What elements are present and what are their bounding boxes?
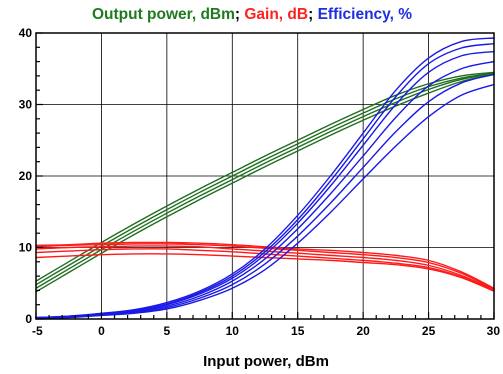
x-tick-label: 10 [226,324,240,338]
x-tick-label: 15 [291,324,305,338]
y-tick-label: 10 [19,241,33,255]
y-tick-label: 30 [19,98,33,112]
efficiency-series-line-11 [35,50,495,319]
x-tick-label: 5 [164,324,171,338]
x-tick-label: 30 [487,324,501,338]
output-series-line-2 [35,73,495,289]
efficiency-series-line-13 [35,73,495,319]
title-part-2: Gain, dB [244,6,308,23]
x-axis-label: Input power, dBm [203,353,329,370]
series-layer [35,37,495,319]
gain-series-line-4 [35,241,495,289]
ticks [35,32,495,320]
gain-series-line-8 [35,253,495,292]
title-part-4: Efficiency, % [318,6,413,23]
x-tick-label: 0 [98,324,105,338]
efficiency-series-line-14 [35,83,495,319]
efficiency-series-line-9 [35,37,495,319]
y-tick-label: 20 [19,169,33,183]
x-tick-label: -5 [32,324,43,338]
output-series-line-3 [35,73,495,293]
chart-title: Output power, dBm; Gain, dB; Efficiency,… [92,6,412,23]
title-part-3: ; [308,6,317,23]
efficiency-series-line-12 [35,60,495,319]
x-tick-label: 20 [356,324,370,338]
y-tick-label: 40 [19,26,33,40]
x-tick-label: 25 [422,324,436,338]
output-series-line-1 [35,72,495,286]
title-part-0: Output power, dBm [92,6,235,23]
title-part-1: ; [235,6,244,23]
output-series-line-0 [35,71,495,282]
y-tick-label: 0 [25,312,32,326]
grid [36,33,494,319]
